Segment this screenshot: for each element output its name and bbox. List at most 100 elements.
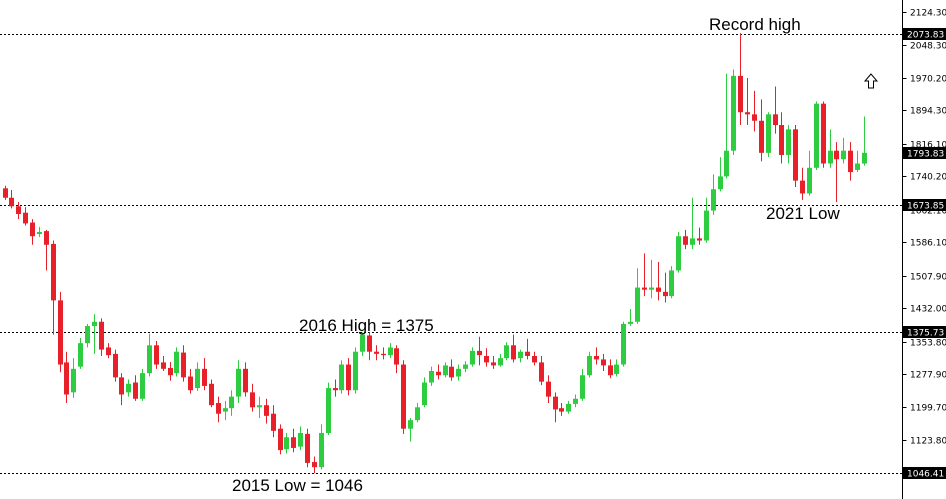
candle [525, 338, 530, 360]
candle [608, 359, 613, 379]
candle-body [30, 222, 35, 237]
candle-body [147, 345, 152, 374]
candle [587, 351, 592, 378]
candle-body [243, 368, 248, 393]
candle [78, 338, 83, 369]
candle-body [16, 206, 21, 214]
candle [195, 362, 200, 392]
candle-body [793, 129, 798, 181]
candle-body [64, 362, 69, 395]
candle [443, 362, 448, 378]
candle [807, 150, 812, 196]
candles [3, 33, 867, 474]
candle-body [456, 368, 461, 377]
candle [745, 77, 750, 126]
candle [697, 227, 702, 245]
candle-body [436, 371, 441, 376]
candle-body [113, 353, 118, 378]
candle [566, 400, 571, 414]
candle-body [388, 347, 393, 356]
candle-body [449, 366, 454, 378]
candle [250, 383, 255, 412]
candle [44, 229, 49, 271]
candle [401, 360, 406, 434]
candle-body [525, 351, 530, 356]
candle-body [271, 413, 276, 431]
level-tag-label: 2073.83 [907, 31, 944, 41]
candle [367, 332, 372, 361]
y-tick-label: 2124.30 [910, 9, 946, 19]
candle [649, 259, 654, 299]
candle-body [181, 352, 186, 378]
candle [278, 424, 283, 455]
candle [339, 360, 344, 394]
candle-body [326, 388, 331, 433]
candle [463, 361, 468, 373]
candle [312, 456, 317, 474]
candle-body [78, 343, 83, 367]
last-price-tag: 1793.83 [903, 147, 946, 160]
candle [188, 368, 193, 394]
candle-body [518, 351, 523, 359]
candle-body [779, 125, 784, 155]
candle [429, 366, 434, 386]
candle-body [635, 287, 640, 322]
candle-body [161, 362, 166, 369]
y-tick-label: 1432.00 [910, 305, 946, 315]
y-tick-label: 2048.30 [910, 42, 946, 52]
candle-body [580, 375, 585, 399]
candle-body [711, 189, 716, 211]
candle-body [821, 103, 826, 164]
candle-body [477, 350, 482, 356]
candle [731, 69, 736, 155]
candle [814, 101, 819, 170]
candle [656, 261, 661, 301]
candle-body [443, 365, 448, 376]
candle-body [614, 364, 619, 374]
candle-body [628, 321, 633, 324]
candle-body [491, 362, 496, 366]
candle [346, 358, 351, 396]
annotation-2021-low: 2021 Low [766, 204, 840, 223]
candle [284, 432, 289, 454]
candle-body [202, 368, 207, 386]
level-tag: 1375.73 [903, 326, 946, 339]
candle [580, 368, 585, 401]
candle-body [752, 114, 757, 121]
candle [305, 428, 310, 468]
candle-body [669, 270, 674, 297]
candle-body [470, 350, 475, 365]
candle [374, 345, 379, 361]
candle-body [37, 231, 42, 235]
candle-body [566, 403, 571, 412]
candle [30, 219, 35, 245]
candle [518, 349, 523, 363]
candle [828, 129, 833, 168]
candle [848, 142, 853, 181]
candle-body [587, 355, 592, 376]
candle [360, 332, 365, 356]
candle [449, 359, 454, 381]
candle-body [841, 150, 846, 160]
level-tag: 2073.83 [903, 28, 946, 41]
candle [793, 125, 798, 188]
candle-body [319, 432, 324, 468]
candle-body [828, 150, 833, 164]
candle-body [649, 287, 654, 290]
candle [663, 272, 668, 303]
y-tick-label: 1586.10 [910, 239, 946, 249]
candle-body [188, 376, 193, 391]
candle-body [862, 152, 867, 164]
candle [64, 351, 69, 404]
candle [209, 379, 214, 408]
candle-body [92, 321, 97, 327]
candle-body [704, 210, 709, 241]
candle [704, 197, 709, 243]
candle [759, 99, 764, 162]
candle [99, 318, 104, 356]
candle-body [58, 300, 63, 365]
candle-body [738, 75, 743, 113]
candle-body [3, 188, 8, 198]
candle [113, 349, 118, 382]
